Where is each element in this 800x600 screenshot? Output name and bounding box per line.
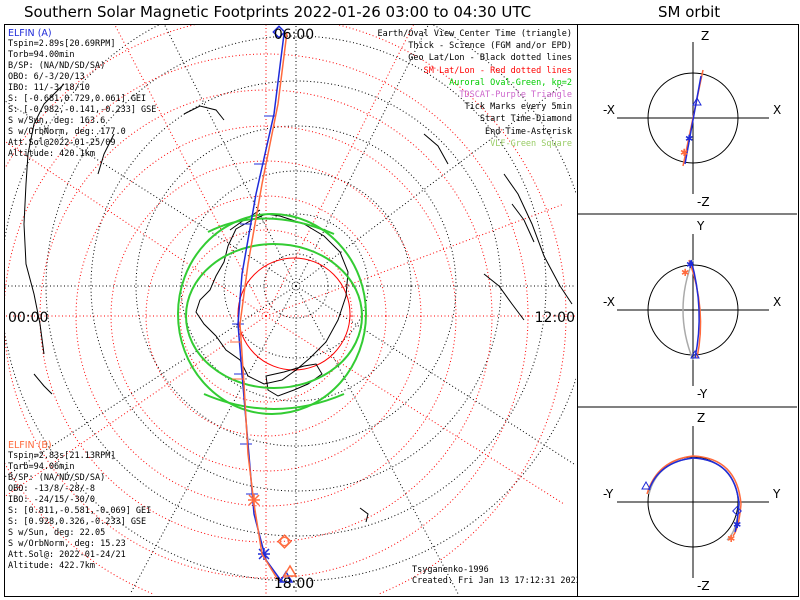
legend-entry: Earth/Oval View Center Time (triangle) <box>377 29 572 39</box>
elfin-a-line: S w/Sun, deg: 163.6 <box>8 116 106 126</box>
elfin-a-line: S: [-0.982,-0.141,-0.233] GSE <box>8 105 157 115</box>
elfin-a-line: Att.Sol@2022-01-25/09 <box>8 138 116 148</box>
time-label-bottom: 18:00 <box>274 576 314 592</box>
elfin-a-view-triangle <box>278 570 294 583</box>
model-credit: Tsyganenko-1996 <box>412 565 489 575</box>
legend: Earth/Oval View Center Time (triangle) T… <box>378 28 572 150</box>
legend-entry: VLF-Green Square <box>490 138 572 149</box>
time-label-top: 06:00 <box>274 27 314 43</box>
svg-text:✱: ✱ <box>681 268 689 279</box>
orbit-axis-label: X <box>773 103 781 117</box>
elfin-b-view-triangle <box>282 564 298 577</box>
svg-text:✱: ✱ <box>686 260 694 271</box>
orbit-axis-label: -Y <box>603 487 614 501</box>
legend-entry: Tick Marks every 5min <box>464 102 572 113</box>
elfin-a-start-diamond <box>272 25 286 39</box>
legend-entry: TDSCAT-Purple Triangle <box>459 89 572 100</box>
elfin-a-line: Tspin=2.89s[20.69RPM] <box>8 39 116 49</box>
elfin-a-line: IBO: 11/-3/18/10 <box>8 83 90 93</box>
legend-entry: SM Lat/Lon - Red dotted lines <box>423 65 572 76</box>
legend-entry: End Time-Asterisk <box>485 126 572 137</box>
coastlines <box>23 83 573 523</box>
elfin-b-line: S w/Sun, deg: 22.05 <box>8 528 106 538</box>
elfin-b-info: ELFIN (B) Tspin=2.83s[21.13RPM] Torb=94.… <box>8 440 151 572</box>
orbit-axis-label: Y <box>772 487 781 501</box>
orbit-axis-label: Z <box>697 411 705 425</box>
elfin-a-line: S: [-0.681,0.729,0.061] GEI <box>8 94 147 104</box>
elfin-a-line: S w/OrbNorm, deg: 177.0 <box>8 127 126 137</box>
sm-longitude-grid <box>5 25 576 594</box>
elfin-a-info: ELFIN (A) Tspin=2.89s[20.69RPM] Torb=94.… <box>8 28 156 160</box>
plot-title: Southern Solar Magnetic Footprints 2022-… <box>24 3 532 21</box>
footprint-map: 06:00 00:00 12:00 18:00 <box>5 25 576 594</box>
time-label-right: 12:00 <box>535 310 575 326</box>
orbit-axis-label: X <box>773 295 781 309</box>
footprint-map-panel <box>4 24 579 597</box>
orbit-axis-label: Y <box>696 219 705 233</box>
elfin-b-line: B/SP: (NA/ND/SD/SA) <box>8 473 106 483</box>
sm-pole-circle <box>237 257 351 371</box>
orbit-title: SM orbit <box>658 3 721 21</box>
legend-entry: Geo Lat/Lon - Black dotted lines <box>408 53 572 64</box>
orbit-axis-label: -X <box>603 103 615 117</box>
legend-entry: Thick - Science (FGM and/or EPD) <box>408 41 572 52</box>
elfin-a-line: Torb=94.00min <box>8 50 75 60</box>
svg-text:✱: ✱ <box>727 534 735 545</box>
legend-entry: Auroral Oval-Green, kp=2 <box>449 77 572 88</box>
elfin-a-title: ELFIN (A) <box>8 28 52 39</box>
elfin-a-line: OBO: 6/-3/20/13 <box>8 72 85 82</box>
elfin-b-start-diamond <box>277 534 292 549</box>
elfin-a-track <box>232 25 294 583</box>
orbit-xy-plot: Y -Y -X X ✱ ✱ <box>603 219 781 401</box>
elfin-b-line: IBO: -24/15/-30/0 <box>8 495 95 505</box>
orbit-axis-label: -Y <box>697 387 708 401</box>
orbit-axis-label: -Z <box>697 579 710 593</box>
sm-orbit-plots: Z -Z -X X ✱ ✱ Y -Y -X X ✱ ✱ Z -Z -Y Y <box>577 29 797 593</box>
elfin-b-line: Altitude: 422.7km <box>8 561 95 571</box>
elfin-b-line: S w/OrbNorm, deg: 15.23 <box>8 539 126 549</box>
elfin-b-line: OBO: -13/8/-28/-8 <box>8 484 95 494</box>
elfin-b-line: Tspin=2.83s[21.13RPM] <box>8 451 116 461</box>
svg-text:✱: ✱ <box>733 520 741 531</box>
orbit-yz-plot: Z -Z -Y Y ✱ ✱ <box>603 411 781 593</box>
elfin-b-end-asterisk <box>248 494 260 506</box>
elfin-b-view-circle <box>280 537 289 546</box>
elfin-b-title: ELFIN (B) <box>8 440 52 451</box>
created-timestamp: Created: Fri Jan 13 17:12:31 2023 <box>412 576 581 586</box>
elfin-b-line: Att.Sol@: 2022-01-24/21 <box>8 550 126 560</box>
elfin-a-line: Altitude: 420.1km <box>8 149 95 159</box>
orbit-xz-plot: Z -Z -X X ✱ ✱ <box>603 29 781 209</box>
elfin-b-line: Torb=94.06min <box>8 462 75 472</box>
elfin-b-line: S: [0.811,-0.581,-0.069] GEI <box>8 506 152 516</box>
elfin-a-line: B/SP: (NA/ND/SD/SA) <box>8 61 106 71</box>
auroral-oval <box>177 213 367 415</box>
svg-text:✱: ✱ <box>680 148 688 159</box>
orbit-axis-label: -Z <box>697 195 710 209</box>
time-label-left: 00:00 <box>8 310 48 326</box>
elfin-b-line: S: [0.928,0.326,-0.233] GSE <box>8 517 147 527</box>
elfin-b-track <box>230 31 298 581</box>
orbit-axis-label: -X <box>603 295 615 309</box>
elfin-a-end-asterisk <box>258 548 270 560</box>
legend-entry: Start Time-Diamond <box>479 114 572 125</box>
orbit-axis-label: Z <box>701 29 709 43</box>
credits: Tsyganenko-1996 Created: Fri Jan 13 17:1… <box>412 565 581 587</box>
svg-text:✱: ✱ <box>685 134 693 145</box>
